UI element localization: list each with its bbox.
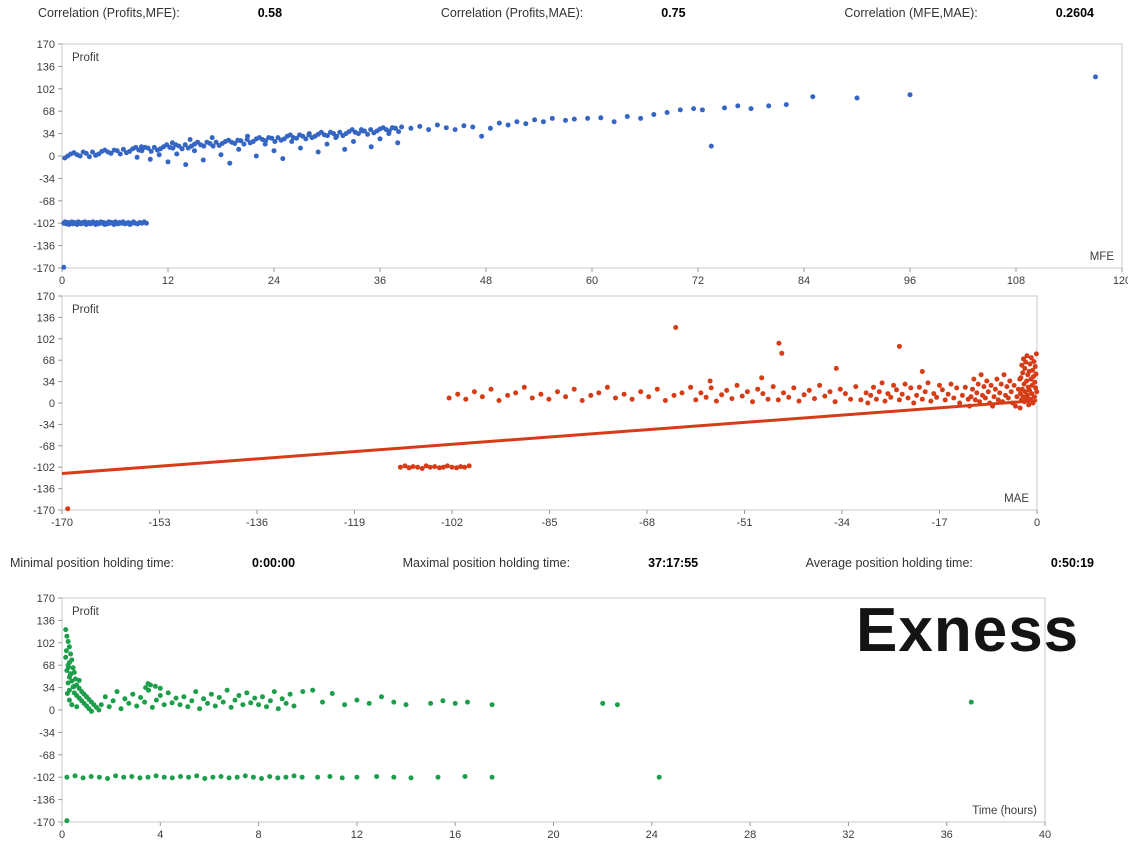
svg-text:34: 34 — [43, 129, 55, 141]
holding-time-stats-row: Minimal position holding time: 0:00:00 M… — [0, 556, 1128, 570]
svg-text:-68: -68 — [39, 750, 55, 762]
svg-text:0: 0 — [49, 705, 55, 717]
stat-pair-minimal-holding-time: Minimal position holding time: 0:00:00 — [10, 556, 295, 570]
svg-text:120: 120 — [1113, 275, 1128, 287]
svg-text:-170: -170 — [33, 263, 55, 275]
svg-text:24: 24 — [646, 829, 658, 841]
svg-text:136: 136 — [37, 312, 55, 324]
svg-text:84: 84 — [798, 275, 810, 287]
svg-text:MFE: MFE — [1090, 251, 1115, 263]
svg-text:Time (hours): Time (hours) — [972, 805, 1037, 817]
svg-text:-51: -51 — [737, 517, 753, 529]
svg-text:68: 68 — [43, 660, 55, 672]
svg-text:Profit: Profit — [72, 304, 100, 316]
svg-text:-34: -34 — [39, 727, 55, 739]
svg-text:-119: -119 — [344, 517, 365, 529]
svg-text:12: 12 — [351, 829, 363, 841]
stat-value: 37:17:55 — [648, 556, 699, 570]
svg-text:96: 96 — [904, 275, 916, 287]
svg-text:-34: -34 — [39, 419, 55, 431]
svg-text:36: 36 — [941, 829, 953, 841]
svg-text:4: 4 — [157, 829, 163, 841]
stat-value: 0.58 — [257, 6, 283, 20]
svg-text:68: 68 — [43, 106, 55, 118]
svg-text:24: 24 — [268, 275, 280, 287]
stat-value: 0.75 — [661, 6, 686, 20]
svg-text:0: 0 — [49, 151, 55, 163]
svg-text:102: 102 — [37, 334, 55, 346]
svg-text:-102: -102 — [33, 462, 55, 474]
svg-text:34: 34 — [43, 683, 55, 695]
svg-text:-170: -170 — [33, 505, 55, 517]
svg-text:-136: -136 — [33, 241, 55, 253]
svg-text:170: 170 — [37, 291, 55, 303]
svg-text:20: 20 — [547, 829, 559, 841]
svg-text:40: 40 — [1039, 829, 1051, 841]
svg-text:-102: -102 — [33, 218, 55, 230]
stat-pair-average-holding-time: Average position holding time: 0:50:19 — [806, 556, 1094, 570]
svg-text:16: 16 — [449, 829, 461, 841]
svg-text:36: 36 — [374, 275, 386, 287]
svg-text:32: 32 — [842, 829, 854, 841]
stat-label: Maximal position holding time: — [402, 556, 571, 570]
svg-text:-34: -34 — [834, 517, 850, 529]
svg-text:136: 136 — [37, 61, 55, 73]
svg-text:-136: -136 — [33, 795, 55, 807]
svg-text:60: 60 — [586, 275, 598, 287]
svg-text:-68: -68 — [39, 441, 55, 453]
svg-text:0: 0 — [1034, 517, 1040, 529]
svg-text:-170: -170 — [51, 517, 73, 529]
svg-text:-102: -102 — [33, 772, 55, 784]
svg-text:34: 34 — [43, 377, 55, 389]
correlation-stats-row: Correlation (Profits,MFE): 0.58 Correlat… — [0, 6, 1128, 20]
profit-vs-mfe-chart: 0 12 24 36 48 60 72 84 96 108 120 170 136 102 68 34 0 -34… — [0, 36, 1128, 288]
svg-text:-34: -34 — [39, 173, 55, 185]
scatter-canvas: 0 12 24 36 48 60 72 84 96 108 120 170 136 102 68 34 0 -34… — [33, 39, 1128, 287]
svg-text:0: 0 — [59, 275, 65, 287]
svg-text:170: 170 — [37, 593, 55, 605]
stat-pair-correlation-profits-mae: Correlation (Profits,MAE): 0.75 — [441, 6, 686, 20]
svg-text:0: 0 — [49, 398, 55, 410]
svg-text:-68: -68 — [639, 517, 655, 529]
svg-text:28: 28 — [744, 829, 756, 841]
stat-label: Average position holding time: — [805, 556, 973, 570]
svg-text:136: 136 — [37, 615, 55, 627]
stat-label: Correlation (Profits,MFE): — [38, 6, 180, 20]
svg-text:108: 108 — [1007, 275, 1025, 287]
profit-vs-time-chart: 0 4 8 12 16 20 24 28 32 36 40 170 136 102 68 34 0 -34 -68 -… — [0, 588, 1128, 848]
svg-text:68: 68 — [43, 355, 55, 367]
svg-text:8: 8 — [256, 829, 262, 841]
profit-vs-mae-chart: -170 -153 -136 -119 -102 -85 -68 -51 -34 -17 0 170 1… — [0, 288, 1128, 540]
svg-text:0: 0 — [59, 829, 65, 841]
svg-text:102: 102 — [37, 84, 55, 96]
exness-watermark: Exness — [856, 596, 1080, 665]
stat-label: Minimal position holding time: — [10, 556, 174, 570]
svg-text:102: 102 — [37, 638, 55, 650]
svg-text:170: 170 — [37, 39, 55, 51]
stat-value: 0.2604 — [1055, 6, 1094, 20]
svg-text:MAE: MAE — [1004, 493, 1029, 505]
svg-text:-68: -68 — [39, 196, 55, 208]
stat-label: Correlation (Profits,MAE): — [440, 6, 584, 20]
stat-pair-correlation-mfe-mae: Correlation (MFE,MAE): 0.2604 — [844, 6, 1094, 20]
stat-value: 0:00:00 — [251, 556, 296, 570]
stat-pair-correlation-profits-mfe: Correlation (Profits,MFE): 0.58 — [38, 6, 282, 20]
svg-text:-153: -153 — [148, 517, 170, 529]
svg-text:Profit: Profit — [72, 606, 100, 618]
scatter-canvas: -170 -153 -136 -119 -102 -85 -68 -51 -34 -17 01701… — [33, 291, 1040, 529]
svg-text:-136: -136 — [33, 484, 55, 496]
stat-value: 0:50:19 — [1050, 556, 1094, 570]
svg-text:Profit: Profit — [72, 52, 100, 64]
svg-text:-102: -102 — [441, 517, 463, 529]
stat-pair-maximal-holding-time: Maximal position holding time: 37:17:55 — [403, 556, 699, 570]
scatter-canvas: 0 4 8 12 16 20 24 28 32 36 40 170 136 102 68 34 0 -34 -68 -… — [33, 593, 1051, 841]
svg-text:-85: -85 — [542, 517, 558, 529]
svg-text:48: 48 — [480, 275, 492, 287]
svg-text:12: 12 — [162, 275, 174, 287]
svg-text:-136: -136 — [246, 517, 268, 529]
svg-text:-170: -170 — [33, 817, 55, 829]
svg-text:-17: -17 — [932, 517, 948, 529]
stat-label: Correlation (MFE,MAE): — [844, 6, 978, 20]
svg-text:72: 72 — [692, 275, 704, 287]
